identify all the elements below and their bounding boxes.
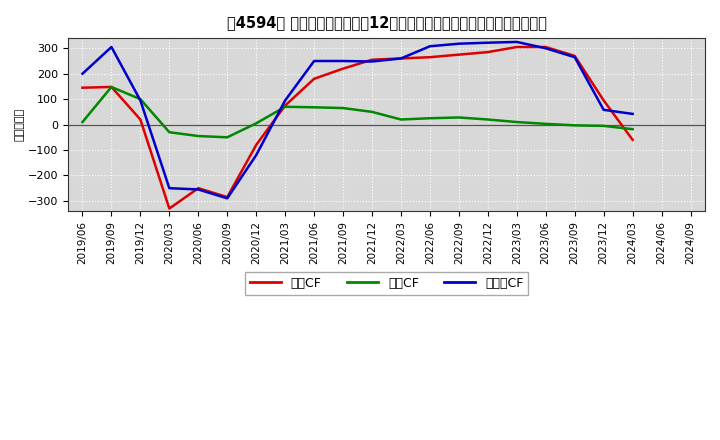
- フリーCF: [252, 153, 261, 158]
- フリーCF: [223, 196, 232, 201]
- 営業CF: [484, 49, 492, 55]
- 営業CF: [136, 117, 145, 122]
- Legend: 営業CF, 投資CF, フリーCF: 営業CF, 投資CF, フリーCF: [245, 272, 528, 295]
- 投資CF: [136, 96, 145, 102]
- 投資CF: [599, 123, 608, 128]
- 営業CF: [629, 137, 637, 143]
- 営業CF: [570, 53, 579, 59]
- フリーCF: [194, 187, 202, 192]
- 営業CF: [397, 56, 405, 61]
- 営業CF: [368, 57, 377, 62]
- 営業CF: [165, 206, 174, 211]
- 投資CF: [165, 130, 174, 135]
- 投資CF: [426, 116, 434, 121]
- フリーCF: [484, 40, 492, 45]
- Title: ［4594］ キャッシュフローの12か月移動合計の対前年同期増減額の推移: ［4594］ キャッシュフローの12か月移動合計の対前年同期増減額の推移: [227, 15, 546, 30]
- フリーCF: [599, 107, 608, 113]
- Line: フリーCF: フリーCF: [83, 42, 633, 198]
- 営業CF: [599, 98, 608, 103]
- 営業CF: [281, 103, 289, 108]
- 投資CF: [570, 123, 579, 128]
- 営業CF: [338, 66, 347, 71]
- 営業CF: [78, 85, 87, 90]
- フリーCF: [107, 44, 116, 50]
- 投資CF: [252, 121, 261, 126]
- フリーCF: [136, 98, 145, 103]
- フリーCF: [541, 46, 550, 51]
- 投資CF: [513, 119, 521, 125]
- Line: 投資CF: 投資CF: [83, 87, 633, 137]
- 投資CF: [454, 115, 463, 120]
- フリーCF: [570, 55, 579, 60]
- 営業CF: [513, 44, 521, 50]
- 営業CF: [310, 76, 318, 81]
- 営業CF: [223, 194, 232, 200]
- フリーCF: [397, 56, 405, 61]
- 投資CF: [107, 84, 116, 90]
- フリーCF: [310, 59, 318, 64]
- 投資CF: [223, 135, 232, 140]
- 営業CF: [194, 186, 202, 191]
- フリーCF: [165, 186, 174, 191]
- 営業CF: [541, 44, 550, 50]
- フリーCF: [281, 98, 289, 103]
- フリーCF: [78, 71, 87, 77]
- フリーCF: [454, 41, 463, 46]
- 投資CF: [281, 104, 289, 110]
- 営業CF: [107, 84, 116, 90]
- 投資CF: [484, 117, 492, 122]
- 投資CF: [310, 105, 318, 110]
- 投資CF: [397, 117, 405, 122]
- 投資CF: [368, 109, 377, 114]
- フリーCF: [368, 59, 377, 64]
- Line: 営業CF: 営業CF: [83, 47, 633, 209]
- フリーCF: [629, 111, 637, 117]
- 営業CF: [454, 52, 463, 57]
- フリーCF: [513, 39, 521, 44]
- 投資CF: [194, 133, 202, 139]
- 営業CF: [252, 142, 261, 147]
- 投資CF: [338, 106, 347, 111]
- 投資CF: [541, 121, 550, 126]
- 投資CF: [629, 127, 637, 132]
- 投資CF: [78, 119, 87, 125]
- フリーCF: [426, 44, 434, 49]
- Y-axis label: （百万円）: （百万円）: [15, 108, 25, 141]
- フリーCF: [338, 59, 347, 64]
- 営業CF: [426, 55, 434, 60]
